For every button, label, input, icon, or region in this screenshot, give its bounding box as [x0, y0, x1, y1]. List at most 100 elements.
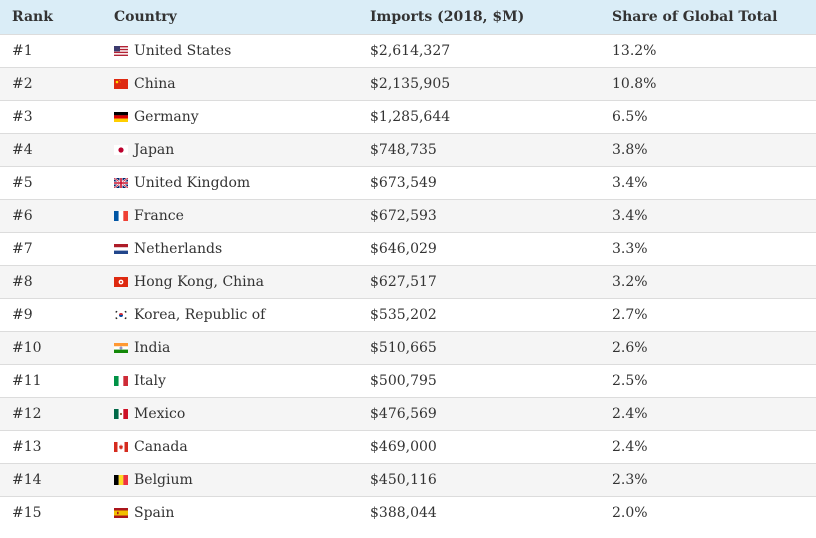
- country-name: Hong Kong, China: [134, 273, 265, 290]
- table-row: #12 Mexico $476,569 2.4%: [0, 397, 816, 430]
- share-cell: 2.7%: [612, 306, 648, 323]
- table-row: #13 Canada $469,000 2.4%: [0, 430, 816, 463]
- share-cell: 2.4%: [612, 405, 648, 422]
- table-row: #3 Germany $1,285,644 6.5%: [0, 100, 816, 133]
- country-cell: Spain: [102, 496, 358, 529]
- share-cell: 2.3%: [612, 471, 648, 488]
- rank-cell: #6: [12, 207, 33, 224]
- country-cell: Mexico: [102, 397, 358, 430]
- country-name: United Kingdom: [134, 174, 251, 191]
- country-cell: France: [102, 199, 358, 232]
- country-name: Japan: [134, 141, 175, 158]
- imports-cell: $673,549: [370, 174, 437, 191]
- country-cell: Belgium: [102, 463, 358, 496]
- rank-cell: #13: [12, 438, 42, 455]
- imports-cell: $2,614,327: [370, 42, 451, 59]
- italy-flag-icon: [114, 375, 128, 386]
- table-row: #7 Netherlands $646,029 3.3%: [0, 232, 816, 265]
- country-name: Korea, Republic of: [134, 306, 266, 323]
- imports-cell: $672,593: [370, 207, 437, 224]
- country-name: India: [134, 339, 171, 356]
- column-header-country[interactable]: Country: [114, 8, 177, 25]
- spain-flag-icon: [114, 507, 128, 518]
- imports-cell: $476,569: [370, 405, 437, 422]
- imports-cell: $469,000: [370, 438, 437, 455]
- rank-cell: #7: [12, 240, 33, 257]
- rank-cell: #2: [12, 75, 33, 92]
- country-cell: Japan: [102, 133, 358, 166]
- imports-cell: $627,517: [370, 273, 437, 290]
- country-cell: Korea, Republic of: [102, 298, 358, 331]
- country-name: Italy: [134, 372, 166, 389]
- rank-cell: #11: [12, 372, 42, 389]
- share-cell: 2.5%: [612, 372, 648, 389]
- rank-cell: #8: [12, 273, 33, 290]
- country-name: Belgium: [134, 471, 193, 488]
- imports-cell: $2,135,905: [370, 75, 451, 92]
- imports-cell: $1,285,644: [370, 108, 451, 125]
- imports-cell: $748,735: [370, 141, 437, 158]
- rank-cell: #3: [12, 108, 33, 125]
- country-cell: Netherlands: [102, 232, 358, 265]
- share-cell: 3.8%: [612, 141, 648, 158]
- china-flag-icon: [114, 78, 128, 89]
- rank-cell: #12: [12, 405, 42, 422]
- table-header-row: Rank Country Imports (2018, $M) Share of…: [0, 0, 816, 34]
- country-cell: China: [102, 67, 358, 100]
- country-name: France: [134, 207, 184, 224]
- table-row: #6 France $672,593 3.4%: [0, 199, 816, 232]
- imports-cell: $450,116: [370, 471, 437, 488]
- imports-cell: $535,202: [370, 306, 437, 323]
- table-row: #10 India $510,665 2.6%: [0, 331, 816, 364]
- table-row: #1 United States $2,614,327 13.2%: [0, 34, 816, 67]
- uk-flag-icon: [114, 177, 128, 188]
- south-korea-flag-icon: [114, 309, 128, 320]
- table-row: #4 Japan $748,735 3.8%: [0, 133, 816, 166]
- mexico-flag-icon: [114, 408, 128, 419]
- table-row: #5 United Kingdom $673,549 3.4%: [0, 166, 816, 199]
- germany-flag-icon: [114, 111, 128, 122]
- country-cell: United Kingdom: [102, 166, 358, 199]
- share-cell: 3.4%: [612, 174, 648, 191]
- column-header-imports[interactable]: Imports (2018, $M): [370, 8, 525, 25]
- rank-cell: #1: [12, 42, 33, 59]
- country-name: United States: [134, 42, 232, 59]
- table-row: #9 Korea, Republic of $535,202 2.7%: [0, 298, 816, 331]
- share-cell: 13.2%: [612, 42, 657, 59]
- belgium-flag-icon: [114, 474, 128, 485]
- column-header-share[interactable]: Share of Global Total: [612, 8, 778, 25]
- country-name: Netherlands: [134, 240, 223, 257]
- country-name: Germany: [134, 108, 199, 125]
- share-cell: 3.2%: [612, 273, 648, 290]
- country-name: Canada: [134, 438, 188, 455]
- rank-cell: #10: [12, 339, 42, 356]
- france-flag-icon: [114, 210, 128, 221]
- column-header-rank[interactable]: Rank: [12, 8, 53, 25]
- country-cell: Canada: [102, 430, 358, 463]
- country-name: Spain: [134, 504, 175, 521]
- table-body: #1 United States $2,614,327 13.2% #2 China $2,…: [0, 34, 816, 529]
- country-cell: Italy: [102, 364, 358, 397]
- share-cell: 10.8%: [612, 75, 657, 92]
- country-cell: United States: [102, 34, 358, 67]
- share-cell: 6.5%: [612, 108, 648, 125]
- netherlands-flag-icon: [114, 243, 128, 254]
- rank-cell: #14: [12, 471, 42, 488]
- table-row: #15 Spain $388,044 2.0%: [0, 496, 816, 529]
- hong-kong-flag-icon: [114, 276, 128, 287]
- rank-cell: #5: [12, 174, 33, 191]
- imports-cell: $388,044: [370, 504, 437, 521]
- table-row: #8 Hong Kong, China $627,517 3.2%: [0, 265, 816, 298]
- japan-flag-icon: [114, 144, 128, 155]
- country-cell: Germany: [102, 100, 358, 133]
- share-cell: 3.4%: [612, 207, 648, 224]
- share-cell: 2.4%: [612, 438, 648, 455]
- imports-cell: $510,665: [370, 339, 437, 356]
- india-flag-icon: [114, 342, 128, 353]
- country-cell: India: [102, 331, 358, 364]
- table-row: #2 China $2,135,905 10.8%: [0, 67, 816, 100]
- share-cell: 2.6%: [612, 339, 648, 356]
- rank-cell: #9: [12, 306, 33, 323]
- country-name: China: [134, 75, 176, 92]
